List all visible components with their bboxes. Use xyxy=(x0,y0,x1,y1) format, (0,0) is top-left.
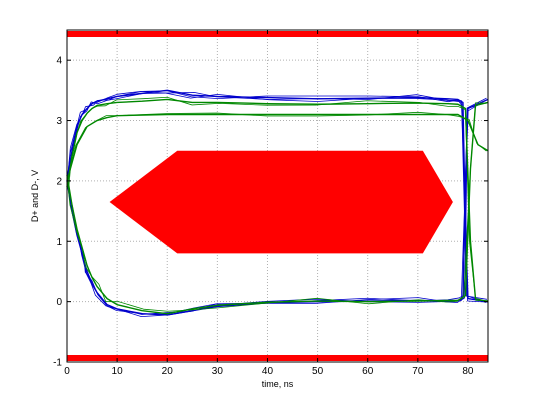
x-tick-label: 70 xyxy=(412,366,424,377)
x-tick-label: 80 xyxy=(462,366,474,377)
x-tick-label: 0 xyxy=(64,366,70,377)
x-axis-ticks: 0 10 20 30 40 50 60 70 80 xyxy=(64,30,474,377)
mask-layer xyxy=(67,31,488,361)
y-axis-label: D+ and D-, V xyxy=(30,170,40,222)
trace-layer xyxy=(66,89,489,317)
mask-hexagon xyxy=(109,150,453,254)
mask-top-band xyxy=(67,31,488,37)
trace-blue-0-3 xyxy=(66,90,488,303)
y-tick-label: 4 xyxy=(56,56,62,67)
x-tick-label: 20 xyxy=(162,366,174,377)
x-axis-label: time, ns xyxy=(262,379,294,389)
mask-bottom-band xyxy=(67,355,488,361)
y-tick-label: 3 xyxy=(56,116,62,127)
y-axis-ticks: -1 0 1 2 3 4 xyxy=(53,56,488,369)
y-tick-label: 1 xyxy=(56,237,62,248)
y-tick-label: -1 xyxy=(53,358,62,369)
x-tick-label: 10 xyxy=(112,366,124,377)
y-tick-label: 0 xyxy=(56,297,62,308)
x-tick-label: 50 xyxy=(312,366,324,377)
y-tick-label: 2 xyxy=(56,176,62,187)
x-tick-label: 60 xyxy=(362,366,374,377)
x-tick-label: 30 xyxy=(212,366,224,377)
trace-green-2-1 xyxy=(68,96,489,302)
trace-green-4-1 xyxy=(66,111,487,184)
trace-green-3-1 xyxy=(66,102,487,312)
trace-blue-0-1 xyxy=(66,91,488,300)
x-tick-label: 40 xyxy=(262,366,274,377)
plot-frame xyxy=(66,29,489,363)
